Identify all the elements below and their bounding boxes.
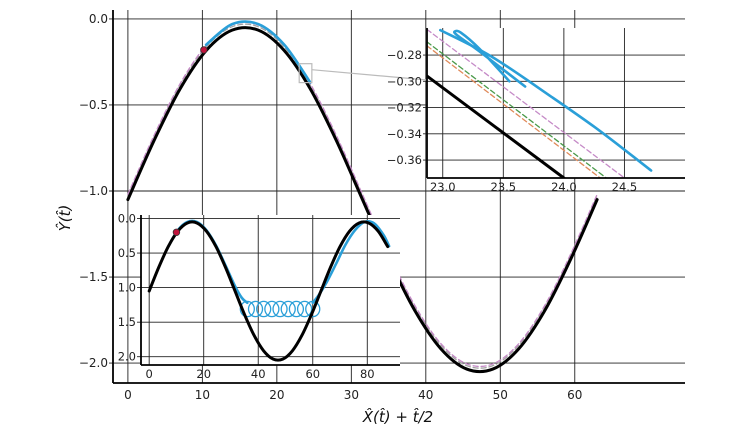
- reference-trajectory-line: [147, 220, 390, 362]
- x-tick-label: 0: [146, 367, 153, 381]
- series-group: [147, 219, 391, 362]
- series-group: [126, 20, 599, 374]
- y-tick-label: −0.34: [387, 127, 422, 141]
- x-tick-label: 24.5: [612, 180, 638, 194]
- x-tick-label: 40: [251, 367, 266, 381]
- y-tick-label: −0.30: [387, 74, 422, 88]
- x-axis-label: X̂(t̂) + t̂/2: [362, 407, 433, 426]
- series-group: [427, 28, 653, 178]
- y-tick-label: 2.0: [118, 350, 136, 364]
- trajectory-loop: [256, 300, 272, 318]
- y-tick-label: −0.32: [387, 101, 422, 115]
- y-tick-label: 0.0: [89, 12, 108, 26]
- y-tick-label: −1.0: [79, 184, 108, 198]
- x-tick-label: 50: [493, 388, 508, 402]
- trajectory-loop: [280, 300, 296, 318]
- x-tick-label: 60: [305, 367, 320, 381]
- y-tick-label: −1.5: [79, 270, 108, 284]
- y-tick-label: 1.0: [118, 281, 136, 295]
- dashed-trajectory-line: [427, 45, 601, 178]
- y-tick-label: 1.5: [118, 315, 136, 329]
- x-tick-label: 24.0: [551, 180, 577, 194]
- y-tick-label: −0.28: [387, 48, 422, 62]
- x-tick-label: 40: [418, 388, 433, 402]
- zoom-connector-line: [311, 69, 428, 81]
- trajectory-loop: [264, 300, 280, 318]
- blue-trajectory-line: [439, 28, 653, 172]
- x-tick-label: 23.5: [491, 180, 517, 194]
- x-tick-label: 60: [567, 388, 582, 402]
- trajectory-loop: [288, 300, 305, 318]
- trajectory-loop: [272, 300, 288, 318]
- trajectory-loop: [247, 300, 264, 318]
- trajectory-loop: [296, 300, 313, 318]
- y-tick-label: −0.5: [79, 98, 108, 112]
- x-tick-label: 0: [124, 388, 132, 402]
- x-tick-label: 10: [195, 388, 210, 402]
- marker-point: [172, 228, 181, 236]
- inset-plot-zoom: 23.0 23.5 24.0 24.5 −0.28 −0.30 −0.32 −0.34 −0.3…: [387, 28, 685, 194]
- dashed-trajectory-line: [427, 28, 626, 178]
- main-plot: 0 10 20 30 40 50 60 0.0 −0.5 −1.0 −1.5 −2.0: [79, 10, 685, 402]
- zoom-region-box: [298, 63, 313, 84]
- y-tick-label: −2.0: [79, 356, 108, 370]
- blue-trajectory-line: [204, 20, 312, 84]
- y-tick-label: 0.0: [118, 211, 136, 225]
- x-tick-label: 80: [360, 367, 375, 381]
- x-tick-label: 20: [196, 367, 211, 381]
- plot-background: [427, 28, 685, 178]
- y-tick-label: −0.36: [387, 153, 422, 167]
- y-tick-label: 0.5: [118, 246, 136, 260]
- y-axis-label: Ŷ(t̂): [55, 205, 74, 232]
- reference-trajectory-line: [427, 74, 566, 178]
- x-tick-label: 30: [344, 388, 359, 402]
- dashed-trajectory-line: [427, 41, 607, 178]
- x-tick-label: 20: [269, 388, 284, 402]
- inset-plot-full-trajectory: 0 20 40 60 80 0.0 0.5 1.0 1.5 2.0: [118, 211, 400, 381]
- plot-background: [141, 215, 400, 365]
- x-tick-label: 23.0: [430, 180, 456, 194]
- marker-point: [200, 46, 208, 54]
